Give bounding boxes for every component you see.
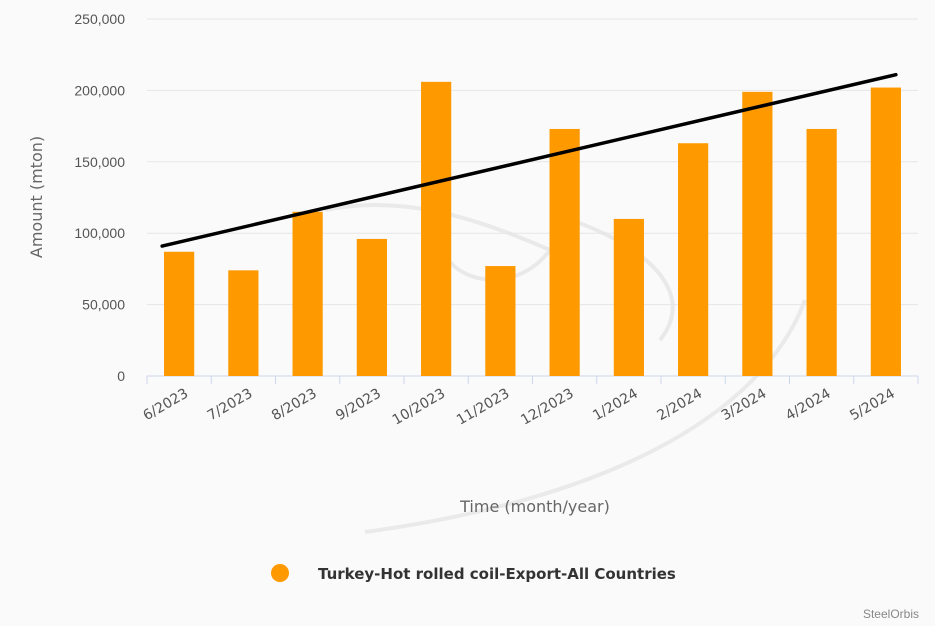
y-tick-label: 0 bbox=[117, 368, 125, 384]
y-tick-label: 250,000 bbox=[74, 11, 125, 27]
bar[interactable] bbox=[613, 218, 644, 376]
x-tick-label: 9/2023 bbox=[333, 386, 384, 424]
x-tick-label: 8/2023 bbox=[269, 386, 320, 424]
bar[interactable] bbox=[485, 266, 516, 376]
legend-item[interactable]: Turkey-Hot rolled coil-Export-All Countr… bbox=[271, 564, 676, 583]
bars bbox=[164, 81, 901, 376]
x-axis-ticks: 6/2023 7/2023 8/2023 9/2023 10/2023 11/2023 12… bbox=[140, 376, 919, 429]
x-tick-label: 11/2023 bbox=[454, 386, 512, 429]
x-tick-label: 1/2024 bbox=[590, 386, 641, 425]
legend-label[interactable]: Turkey-Hot rolled coil-Export-All Countr… bbox=[318, 565, 676, 583]
x-axis-title: Time (month/year) bbox=[459, 497, 610, 516]
x-tick-label: 5/2024 bbox=[847, 386, 898, 425]
x-tick-label: 12/2023 bbox=[518, 386, 576, 429]
x-tick-label: 4/2024 bbox=[783, 386, 834, 425]
x-tick-label: 3/2024 bbox=[719, 386, 770, 425]
y-tick-label: 50,000 bbox=[82, 297, 125, 313]
x-tick-label: 6/2023 bbox=[140, 386, 191, 424]
y-axis-ticks: 0 50,000 100,000 150,000 200,000 250,000 bbox=[74, 11, 125, 384]
grid-lines bbox=[147, 18, 918, 306]
bar[interactable] bbox=[292, 211, 323, 376]
legend-marker bbox=[271, 564, 289, 582]
x-tick-label: 2/2024 bbox=[654, 386, 705, 425]
watermark-swirl bbox=[324, 203, 807, 534]
trend-line bbox=[160, 72, 898, 248]
credit-text[interactable]: SteelOrbis bbox=[863, 607, 919, 621]
bar[interactable] bbox=[164, 251, 195, 376]
y-axis-title: Amount (mton) bbox=[27, 136, 46, 258]
bar[interactable] bbox=[678, 143, 709, 376]
x-tick-label: 7/2023 bbox=[205, 386, 256, 424]
bar[interactable] bbox=[228, 270, 259, 376]
bar[interactable] bbox=[806, 128, 837, 376]
y-tick-label: 200,000 bbox=[74, 82, 125, 98]
bar[interactable] bbox=[870, 87, 901, 376]
x-tick-label: 10/2023 bbox=[390, 386, 448, 429]
bar[interactable] bbox=[421, 81, 452, 376]
bar[interactable] bbox=[742, 91, 773, 376]
bar[interactable] bbox=[549, 128, 580, 376]
bar[interactable] bbox=[356, 238, 387, 376]
y-tick-label: 150,000 bbox=[74, 154, 125, 170]
y-tick-label: 100,000 bbox=[74, 225, 125, 241]
